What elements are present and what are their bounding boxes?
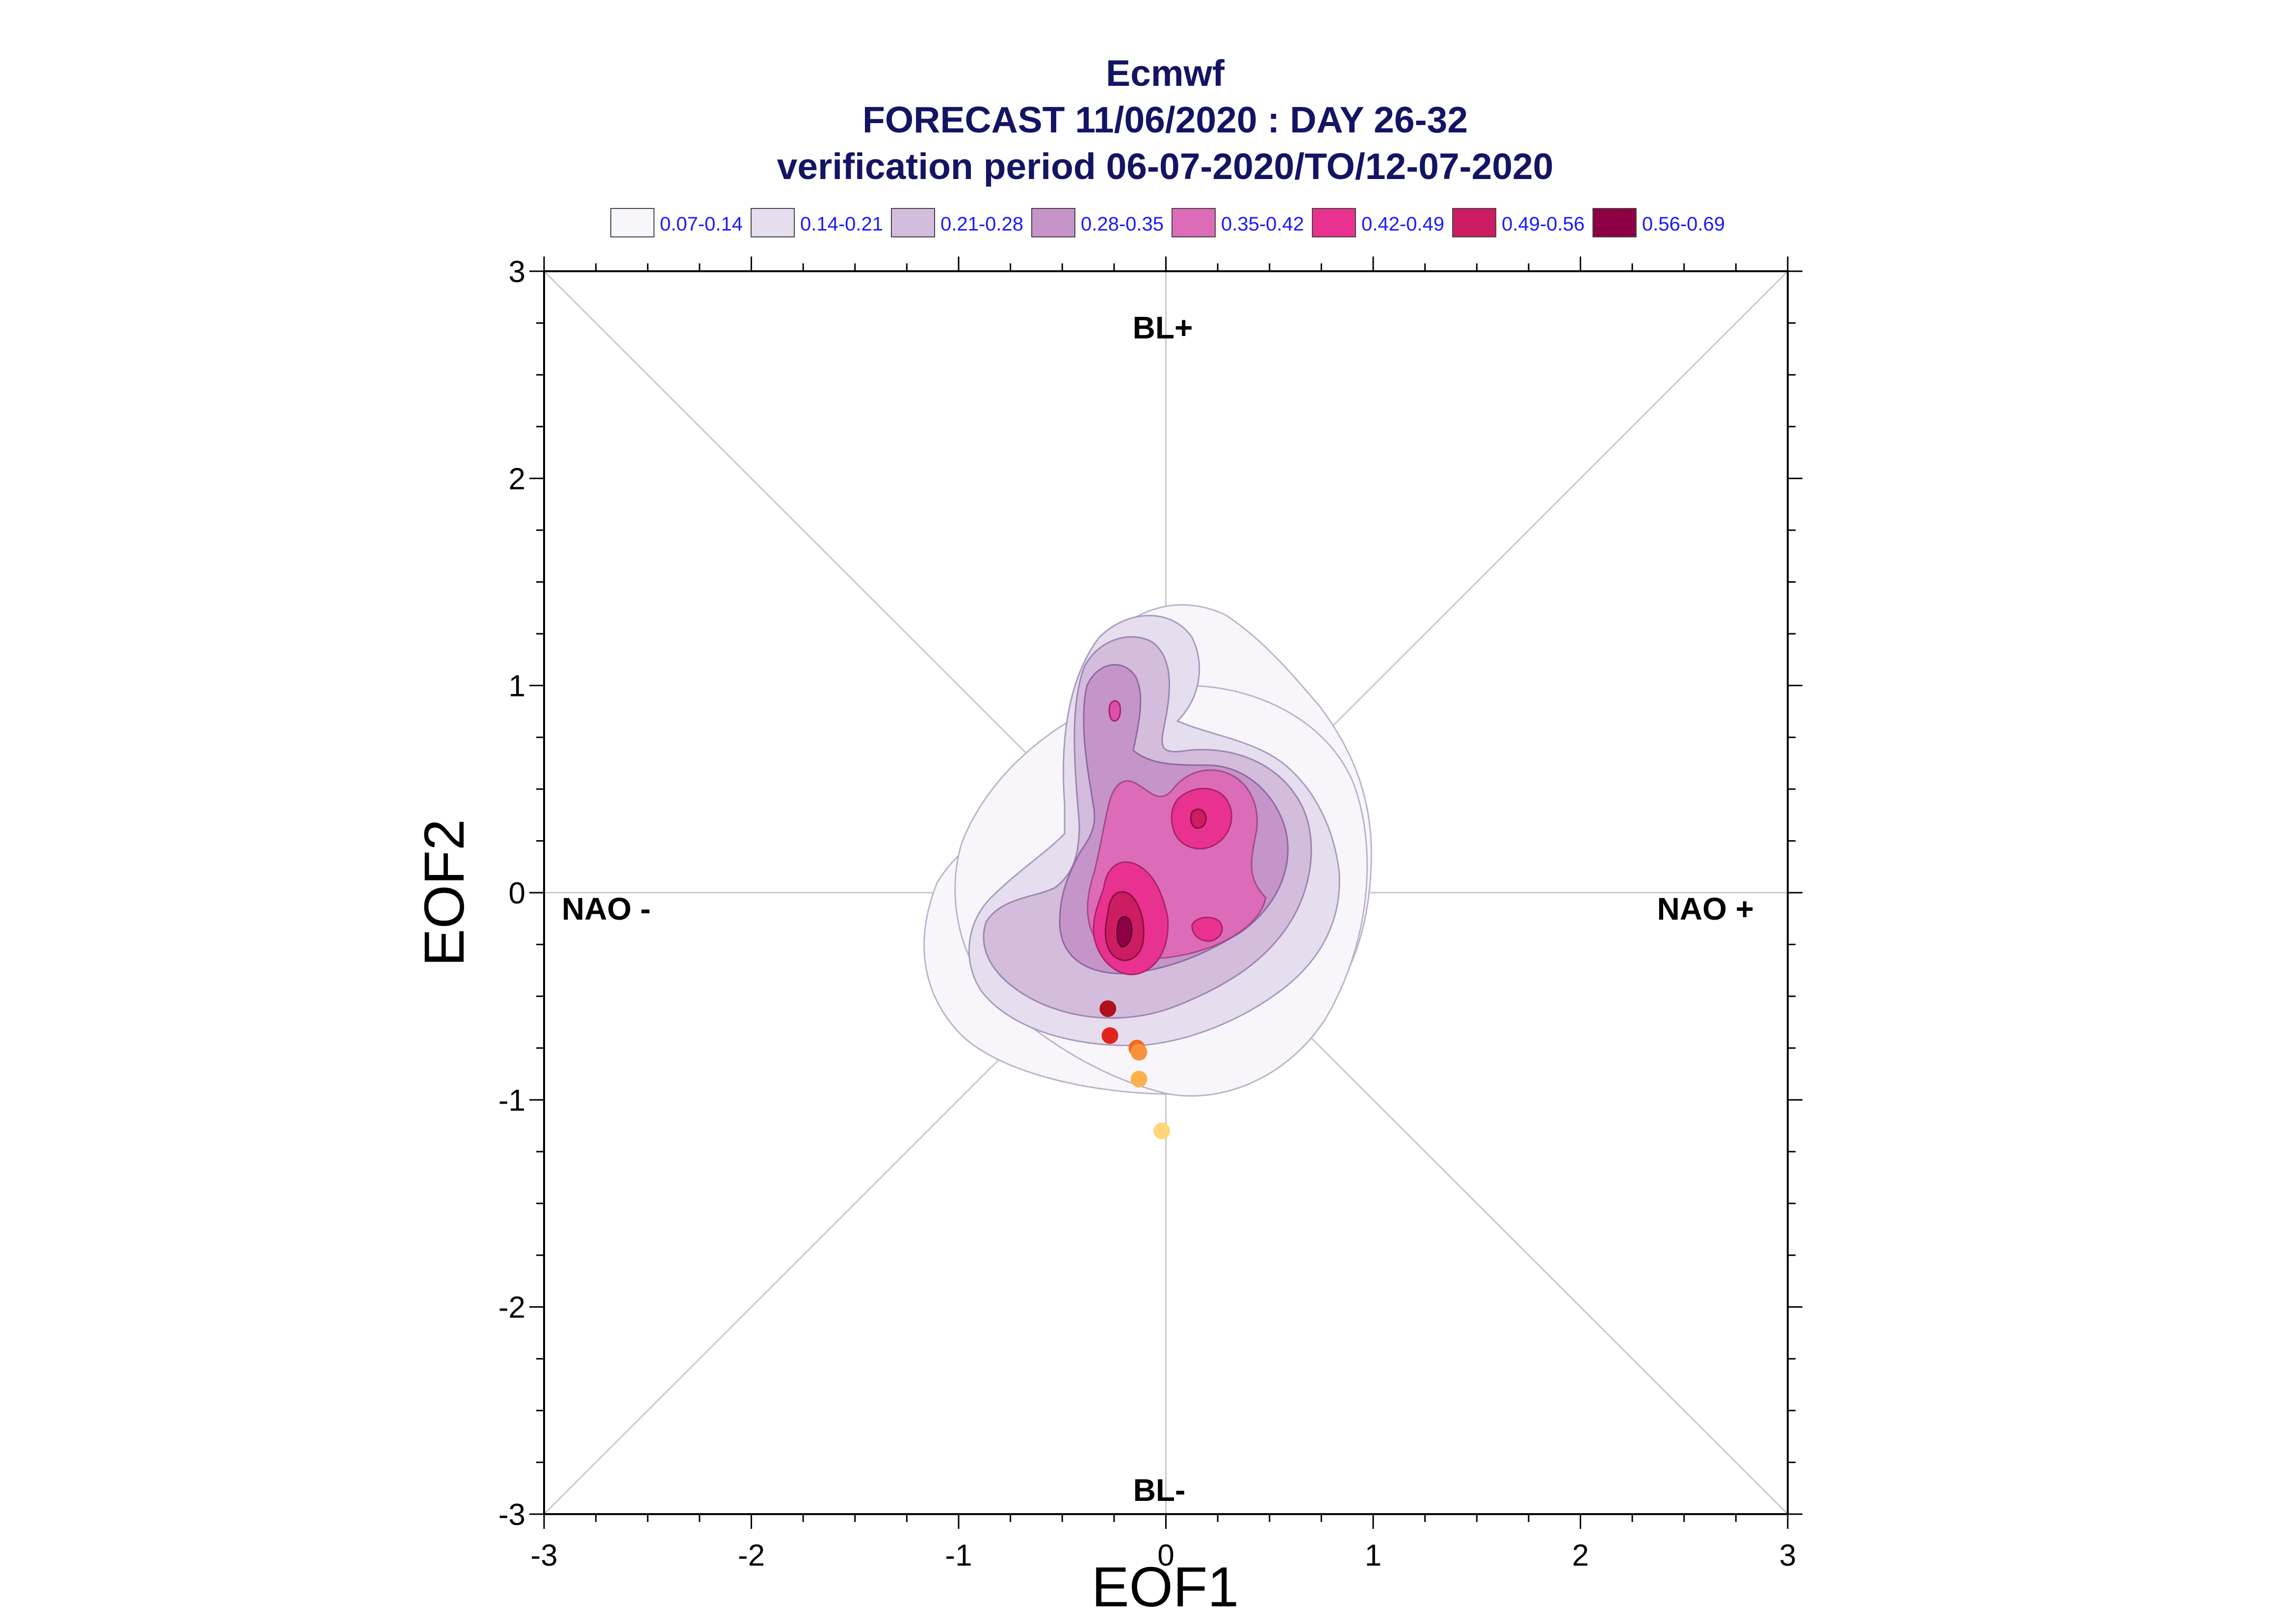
x-tick-label: -3 bbox=[530, 1539, 557, 1572]
y-tick-label: 3 bbox=[509, 255, 525, 289]
regime-label-bottom: BL- bbox=[1133, 1472, 1186, 1508]
legend-label: 0.28-0.35 bbox=[1081, 213, 1164, 235]
legend-label: 0.49-0.56 bbox=[1502, 213, 1585, 235]
forecast-point bbox=[1153, 1122, 1171, 1139]
y-axis-label: EOF2 bbox=[413, 819, 476, 966]
forecast-point bbox=[1101, 1027, 1119, 1044]
x-tick-label: 2 bbox=[1572, 1539, 1589, 1572]
chart-title-line-2: FORECAST 11/06/2020 : DAY 26-32 bbox=[862, 99, 1468, 140]
density-level-6-region-right bbox=[1191, 916, 1223, 942]
legend-label: 0.21-0.28 bbox=[940, 213, 1023, 235]
legend-label: 0.07-0.14 bbox=[660, 213, 743, 235]
forecast-points bbox=[1099, 1000, 1171, 1139]
legend-swatch bbox=[1312, 208, 1356, 237]
x-tick-label: 3 bbox=[1779, 1539, 1796, 1572]
x-tick-label: -2 bbox=[738, 1539, 765, 1572]
x-tick-label: 1 bbox=[1365, 1539, 1382, 1572]
legend-label: 0.56-0.69 bbox=[1642, 213, 1725, 235]
y-tick-label: -2 bbox=[498, 1291, 525, 1325]
legend-swatch bbox=[1592, 208, 1637, 237]
density-contours bbox=[923, 604, 1372, 1097]
legend-swatch bbox=[751, 208, 795, 237]
y-tick-label: 0 bbox=[509, 876, 525, 910]
legend-swatch bbox=[1452, 208, 1496, 237]
legend-label: 0.42-0.49 bbox=[1361, 213, 1444, 235]
forecast-point bbox=[1130, 1071, 1148, 1088]
x-tick-label: 0 bbox=[1157, 1539, 1174, 1572]
density-legend: 0.07-0.14 0.14-0.21 0.21-0.28 0.28-0.35 0.35… bbox=[610, 208, 1725, 237]
y-tick-label: 2 bbox=[509, 462, 525, 496]
y-tick-label: -3 bbox=[498, 1498, 525, 1532]
chart-title-line-1: Ecmwf bbox=[1106, 52, 1225, 94]
forecast-point bbox=[1130, 1044, 1148, 1061]
legend-swatch bbox=[891, 208, 935, 237]
regime-label-left: NAO - bbox=[562, 891, 651, 927]
regime-label-top: BL+ bbox=[1133, 310, 1193, 345]
plot-area: -3 -2 -1 0 1 2 3 -3 -2 -1 0 1 2 3 bbox=[498, 255, 1802, 1572]
legend-swatch bbox=[1172, 208, 1216, 237]
legend-label: 0.14-0.21 bbox=[800, 213, 883, 235]
legend-swatch bbox=[610, 208, 654, 237]
density-level-6-region-top bbox=[1108, 700, 1121, 722]
chart-title-line-3: verification period 06-07-2020/TO/12-07-… bbox=[777, 146, 1554, 187]
legend-label: 0.35-0.42 bbox=[1221, 213, 1304, 235]
axis-ticks: -3 -2 -1 0 1 2 3 -3 -2 -1 0 1 2 3 bbox=[498, 255, 1802, 1572]
density-level-8-region bbox=[1116, 916, 1133, 948]
density-level-7-region-upper bbox=[1190, 808, 1207, 829]
legend-swatch bbox=[1031, 208, 1075, 237]
y-tick-label: -1 bbox=[498, 1083, 525, 1117]
x-axis-label: EOF1 bbox=[1092, 1556, 1239, 1619]
forecast-point bbox=[1099, 1000, 1117, 1017]
regime-label-right: NAO + bbox=[1657, 891, 1754, 927]
y-tick-label: 1 bbox=[509, 670, 525, 703]
x-tick-label: -1 bbox=[945, 1539, 972, 1572]
